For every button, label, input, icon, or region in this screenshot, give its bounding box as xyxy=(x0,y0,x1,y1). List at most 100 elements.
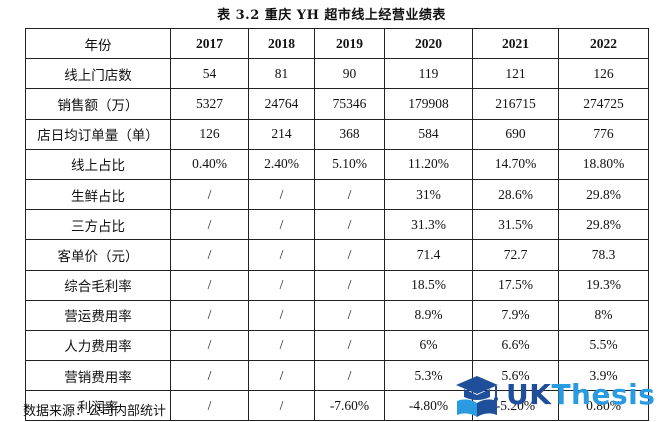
table-cell: 29.8% xyxy=(558,209,649,241)
table-row: 销售额（万） 5327 24764 75346 179908 216715 274725 xyxy=(25,88,649,120)
watermark-wordmark: UKThesis xyxy=(506,381,655,409)
row-label: 店日均订单量（单） xyxy=(25,118,171,150)
table-cell: 5.10% xyxy=(314,148,385,180)
table-cell: / xyxy=(314,360,385,392)
table-cell: 17.5% xyxy=(472,269,559,301)
table-cell: 78.3 xyxy=(558,239,649,271)
table-cell: / xyxy=(248,299,315,331)
table-cell: -7.60% xyxy=(314,390,385,422)
watermark-logo: UKThesis xyxy=(452,370,657,420)
year-header: 2019 xyxy=(314,27,385,60)
table-cell: 5.5% xyxy=(558,329,649,362)
table-cell: / xyxy=(170,239,249,271)
table-cell: 690 xyxy=(472,118,559,150)
table-cell: 75346 xyxy=(314,88,385,120)
table-row: 利润率 / / -7.60% -4.80% -5.20% 0.80% xyxy=(25,390,649,422)
table-cell: 126 xyxy=(170,118,249,150)
table-cell: / xyxy=(170,269,249,301)
row-label: 营运费用率 xyxy=(25,299,171,331)
table-cell: / xyxy=(170,390,249,422)
row-label: 线上门店数 xyxy=(25,58,171,90)
year-header: 2021 xyxy=(472,27,559,60)
table-row: 营销费用率 / //5.3% 5.6% 3.9% xyxy=(25,360,649,392)
table-row: 客单价（元） / //71.4 72.7 78.3 xyxy=(25,239,649,271)
table-cell: / xyxy=(248,269,315,301)
year-header: 2017 xyxy=(170,27,249,60)
source-note: 数据来源：公司内部统计 xyxy=(23,404,167,419)
table-cell: / xyxy=(314,178,385,211)
table-cell: / xyxy=(248,178,315,211)
table-cell: 179908 xyxy=(384,88,473,120)
table-cell: 81 xyxy=(248,58,315,90)
table-cell: / xyxy=(170,329,249,362)
year-header: 2018 xyxy=(248,27,315,60)
table-row: 店日均订单量（单） 126 214 368 584 690 776 xyxy=(25,118,649,150)
table-cell: 0.80% xyxy=(558,390,649,422)
table-cell: 6% xyxy=(384,329,473,362)
year-header: 2020 xyxy=(384,27,473,60)
table-cell: / xyxy=(248,239,315,271)
table-cell: 3.9% xyxy=(558,360,649,392)
header-row: 年份 2017 2018 2019 2020 2021 2022 xyxy=(25,27,649,60)
table-cell: / xyxy=(248,209,315,241)
table-cell: 28.6% xyxy=(472,178,559,211)
row-label: 营销费用率 xyxy=(25,360,171,392)
watermark-thesis: Thesis xyxy=(551,378,656,411)
table-cell: 584 xyxy=(384,118,473,150)
table-cell: 776 xyxy=(558,118,649,150)
table-cell: / xyxy=(248,329,315,362)
table-caption: 表 3.2 重庆 YH 超市线上经营业绩表 xyxy=(217,8,446,23)
table-cell: 121 xyxy=(472,58,559,90)
table-cell: / xyxy=(314,329,385,362)
table-cell: / xyxy=(248,360,315,392)
table-cell: 8.9% xyxy=(384,299,473,331)
table-cell: / xyxy=(170,299,249,331)
table-cell: 18.80% xyxy=(558,148,649,180)
row-label: 人力费用率 xyxy=(25,329,171,362)
table-cell: 54 xyxy=(170,58,249,90)
header-label: 年份 xyxy=(25,27,171,60)
table-cell: 214 xyxy=(248,118,315,150)
table-cell: / xyxy=(170,360,249,392)
table-row: 三方占比 / //31.3% 31.5% 29.8% xyxy=(25,209,649,241)
table-cell: 90 xyxy=(314,58,385,90)
table-cell: 5.3% xyxy=(384,360,473,392)
table-cell: 31.5% xyxy=(472,209,559,241)
table-cell: 368 xyxy=(314,118,385,150)
table-cell: 11.20% xyxy=(384,148,473,180)
row-label: 生鲜占比 xyxy=(25,178,171,211)
table-cell: 119 xyxy=(384,58,473,90)
table-cell: 19.3% xyxy=(558,269,649,301)
table-cell: 18.5% xyxy=(384,269,473,301)
row-label: 客单价（元） xyxy=(25,239,171,271)
table-cell: 6.6% xyxy=(472,329,559,362)
table-cell: / xyxy=(248,390,315,422)
table-cell: / xyxy=(170,209,249,241)
table-cell: 126 xyxy=(558,58,649,90)
table-cell: 0.40% xyxy=(170,148,249,180)
table-row: 综合毛利率 / //18.5% 17.5% 19.3% xyxy=(25,269,649,301)
table-cell: / xyxy=(314,239,385,271)
watermark-uk: UK xyxy=(506,378,552,411)
table-cell: 7.9% xyxy=(472,299,559,331)
row-label: 利润率 xyxy=(25,390,171,422)
table-cell: 31.3% xyxy=(384,209,473,241)
table-cell: / xyxy=(170,178,249,211)
table-cell: 24764 xyxy=(248,88,315,120)
table-row: 人力费用率 / //6% 6.6% 5.5% xyxy=(25,329,649,362)
table-cell: 72.7 xyxy=(472,239,559,271)
graduation-cap-book-icon xyxy=(456,376,498,417)
operations-table: 年份 2017 2018 2019 2020 2021 2022 线上门店数 54… xyxy=(25,27,649,422)
table-cell: / xyxy=(314,299,385,331)
table-row: 生鲜占比 / //31% 28.6% 29.8% xyxy=(25,178,649,211)
row-label: 三方占比 xyxy=(25,209,171,241)
table-cell: 71.4 xyxy=(384,239,473,271)
table-row: 线上占比 0.40% 2.40% 5.10% 11.20% 14.70% 18.80% xyxy=(25,148,649,180)
table-row: 线上门店数 54 81 90 119 121 126 xyxy=(25,58,649,90)
row-label: 销售额（万） xyxy=(25,88,171,120)
table-cell: 31% xyxy=(384,178,473,211)
table-row: 营运费用率 / //8.9% 7.9% 8% xyxy=(25,299,649,331)
table-cell: 274725 xyxy=(558,88,649,120)
table-cell: 14.70% xyxy=(472,148,559,180)
year-header: 2022 xyxy=(558,27,649,60)
